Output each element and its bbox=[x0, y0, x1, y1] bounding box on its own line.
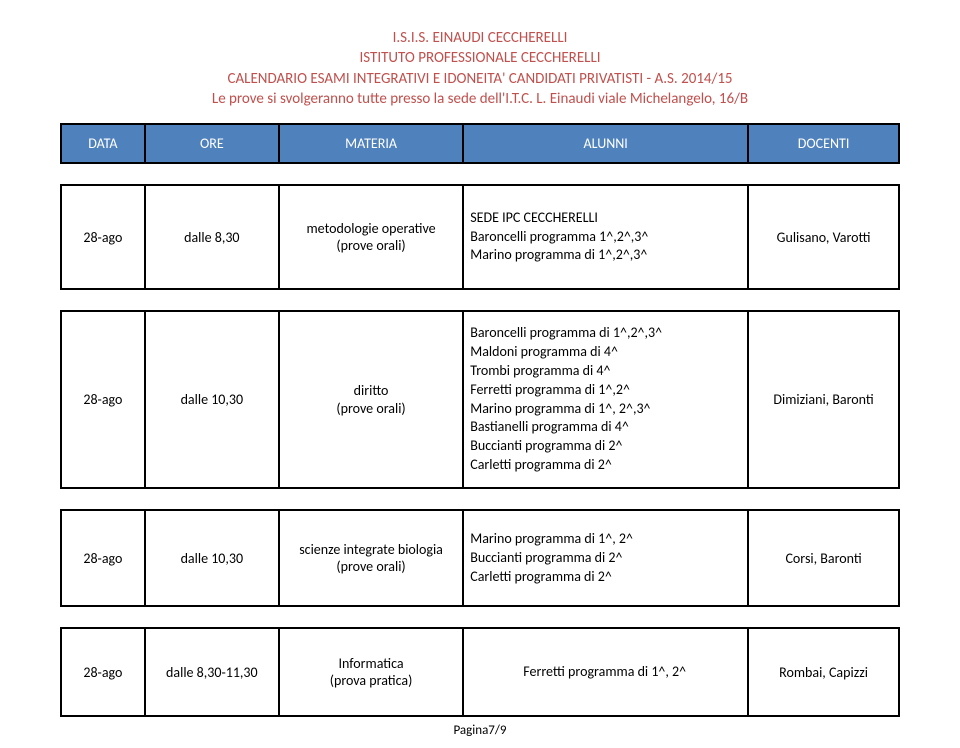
alunni-line: Buccianti programma di 2^ bbox=[470, 437, 739, 456]
spacer-row bbox=[61, 289, 899, 311]
cell-alunni: Ferretti programma di 1^, 2^ bbox=[463, 628, 748, 716]
col-header-materia: MATERIA bbox=[279, 124, 463, 163]
header-line-4: Le prove si svolgeranno tutte presso la … bbox=[60, 89, 900, 109]
alunni-line: Ferretti programma di 1^, 2^ bbox=[470, 663, 739, 682]
alunni-line: Carletti programma di 2^ bbox=[470, 456, 739, 475]
materia-subtitle: (prove orali) bbox=[288, 400, 454, 418]
cell-data: 28-ago bbox=[61, 311, 145, 488]
materia-title: diritto bbox=[288, 382, 454, 400]
cell-materia: metodologie operative(prove orali) bbox=[279, 185, 463, 289]
cell-ore: dalle 10,30 bbox=[145, 510, 279, 606]
spacer-row bbox=[61, 488, 899, 510]
cell-materia: scienze integrate biologia(prove orali) bbox=[279, 510, 463, 606]
alunni-line: Bastianelli programma di 4^ bbox=[470, 418, 739, 437]
alunni-line: Maldoni programma di 4^ bbox=[470, 343, 739, 362]
document-header: I.S.I.S. EINAUDI CECCHERELLI ISTITUTO PR… bbox=[60, 28, 900, 109]
page-footer: Pagina7/9 bbox=[0, 723, 960, 738]
cell-data: 28-ago bbox=[61, 185, 145, 289]
header-line-1: I.S.I.S. EINAUDI CECCHERELLI bbox=[60, 28, 900, 48]
cell-ore: dalle 8,30 bbox=[145, 185, 279, 289]
col-header-ore: ORE bbox=[145, 124, 279, 163]
spacer-row bbox=[61, 606, 899, 628]
materia-title: Informatica bbox=[288, 655, 454, 673]
alunni-line: Buccianti programma di 2^ bbox=[470, 549, 739, 568]
cell-data: 28-ago bbox=[61, 510, 145, 606]
cell-alunni: Baroncelli programma di 1^,2^,3^Maldoni … bbox=[463, 311, 748, 488]
cell-docenti: Rombai, Capizzi bbox=[748, 628, 899, 716]
header-line-2: ISTITUTO PROFESSIONALE CECCHERELLI bbox=[60, 48, 900, 68]
header-line-3: CALENDARIO ESAMI INTEGRATIVI E IDONEITA'… bbox=[60, 69, 900, 89]
alunni-line: Baroncelli programma 1^,2^,3^ bbox=[470, 228, 739, 247]
table-row: 28-agodalle 10,30diritto(prove orali)Bar… bbox=[61, 311, 899, 488]
spacer-row bbox=[61, 163, 899, 185]
col-header-alunni: ALUNNI bbox=[463, 124, 748, 163]
materia-title: metodologie operative bbox=[288, 220, 454, 238]
cell-docenti: Corsi, Baronti bbox=[748, 510, 899, 606]
materia-subtitle: (prova pratica) bbox=[288, 672, 454, 690]
table-row: 28-agodalle 10,30scienze integrate biolo… bbox=[61, 510, 899, 606]
alunni-line: Baroncelli programma di 1^,2^,3^ bbox=[470, 324, 739, 343]
cell-docenti: Dimiziani, Baronti bbox=[748, 311, 899, 488]
materia-subtitle: (prove orali) bbox=[288, 237, 454, 255]
alunni-line: SEDE IPC CECCHERELLI bbox=[470, 209, 739, 228]
alunni-line: Trombi programma di 4^ bbox=[470, 362, 739, 381]
schedule-table: DATA ORE MATERIA ALUNNI DOCENTI 28-agoda… bbox=[60, 123, 900, 717]
materia-title: scienze integrate biologia bbox=[288, 541, 454, 559]
cell-ore: dalle 10,30 bbox=[145, 311, 279, 488]
alunni-line: Marino programma di 1^, 2^ bbox=[470, 530, 739, 549]
cell-alunni: Marino programma di 1^, 2^Buccianti prog… bbox=[463, 510, 748, 606]
cell-docenti: Gulisano, Varotti bbox=[748, 185, 899, 289]
cell-ore: dalle 8,30-11,30 bbox=[145, 628, 279, 716]
alunni-line: Marino programma di 1^,2^,3^ bbox=[470, 246, 739, 265]
col-header-data: DATA bbox=[61, 124, 145, 163]
alunni-line: Ferretti programma di 1^,2^ bbox=[470, 381, 739, 400]
table-row: 28-agodalle 8,30metodologie operative(pr… bbox=[61, 185, 899, 289]
alunni-line: Carletti programma di 2^ bbox=[470, 568, 739, 587]
table-row: 28-agodalle 8,30-11,30Informatica(prova … bbox=[61, 628, 899, 716]
cell-data: 28-ago bbox=[61, 628, 145, 716]
cell-materia: Informatica(prova pratica) bbox=[279, 628, 463, 716]
materia-subtitle: (prove orali) bbox=[288, 558, 454, 576]
alunni-line: Marino programma di 1^, 2^,3^ bbox=[470, 400, 739, 419]
cell-alunni: SEDE IPC CECCHERELLIBaroncelli programma… bbox=[463, 185, 748, 289]
table-header-row: DATA ORE MATERIA ALUNNI DOCENTI bbox=[61, 124, 899, 163]
col-header-docenti: DOCENTI bbox=[748, 124, 899, 163]
cell-materia: diritto(prove orali) bbox=[279, 311, 463, 488]
